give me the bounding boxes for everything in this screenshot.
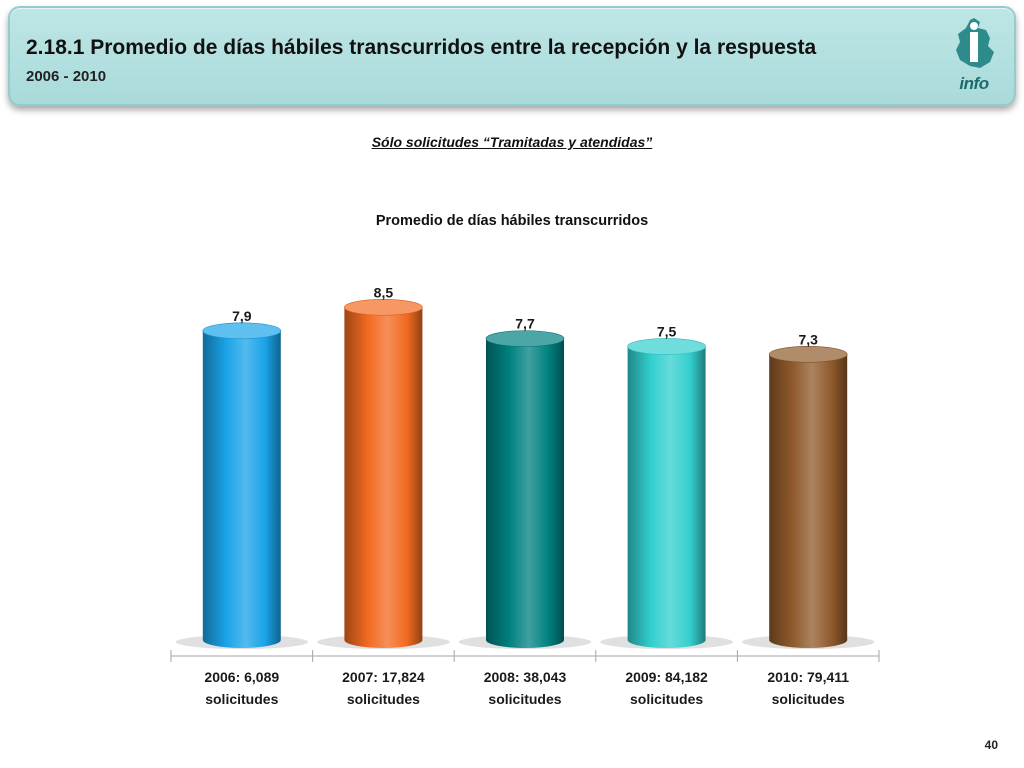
x-tick-label: solicitudes xyxy=(205,691,278,707)
title-banner: 2.18.1 Promedio de días hábiles transcur… xyxy=(8,6,1016,106)
data-label: 8,5 xyxy=(374,284,394,300)
bar-top xyxy=(344,299,423,316)
page-title: 2.18.1 Promedio de días hábiles transcur… xyxy=(26,36,817,59)
x-tick-label: solicitudes xyxy=(347,691,420,707)
bar xyxy=(344,307,423,648)
bar-top xyxy=(202,322,282,340)
bar-top xyxy=(485,330,565,347)
bar xyxy=(769,354,848,648)
data-label: 7,7 xyxy=(515,316,535,332)
chart-note: Sólo solicitudes “Tramitadas y atendidas… xyxy=(371,134,653,150)
x-tick-label: solicitudes xyxy=(630,691,703,707)
data-label: 7,3 xyxy=(798,331,818,347)
bar xyxy=(486,338,564,648)
x-tick-label: 2006: 6,089 xyxy=(204,669,279,685)
x-tick-label: 2010: 79,411 xyxy=(767,669,849,685)
logo-text: info xyxy=(959,74,989,93)
bar xyxy=(627,346,706,648)
map-icon xyxy=(956,18,994,68)
x-tick-label: 2009: 84,182 xyxy=(625,669,708,685)
chart-title: Promedio de días hábiles transcurridos xyxy=(375,213,649,229)
bar-top xyxy=(627,338,706,355)
data-label: 7,5 xyxy=(657,323,677,339)
x-tick-label: 2007: 17,824 xyxy=(342,669,425,685)
infodf-logo: info xyxy=(944,16,1004,100)
x-tick-label: solicitudes xyxy=(488,691,561,707)
page-subtitle: 2006 - 2010 xyxy=(26,68,107,85)
data-label: 7,9 xyxy=(232,308,252,324)
bar-top xyxy=(768,345,848,363)
x-tick-label: 2008: 38,043 xyxy=(484,669,567,685)
bar xyxy=(202,330,281,648)
x-tick-label: solicitudes xyxy=(772,691,845,707)
page-number: 40 xyxy=(984,738,998,752)
